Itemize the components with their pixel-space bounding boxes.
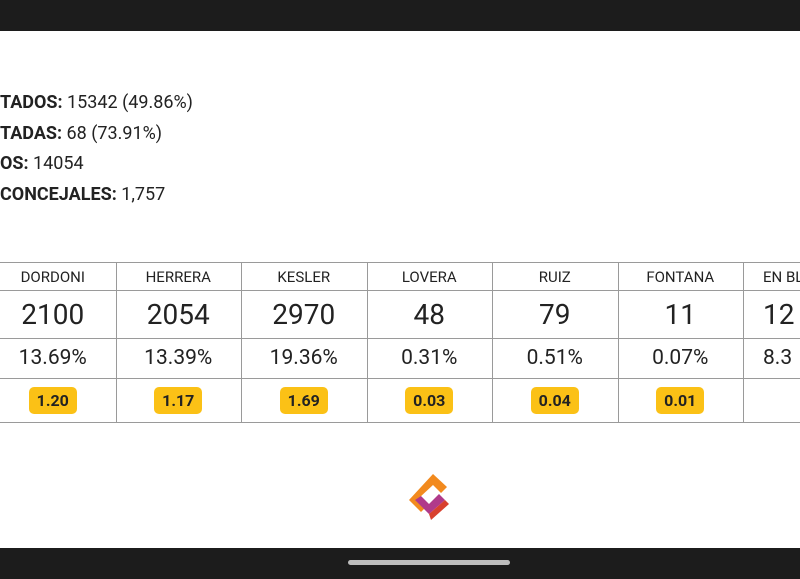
cell-text: 19.36% — [269, 346, 338, 370]
cell-text: 2054 — [146, 297, 210, 331]
table-cell: 2100 — [0, 290, 117, 339]
cell-text: FONTANA — [646, 267, 715, 286]
cell-text: 13.69% — [18, 346, 87, 370]
table-cell: 0.03 — [366, 378, 493, 423]
table-cell: 1.17 — [115, 378, 242, 423]
table-cell: 13.39% — [115, 338, 242, 379]
cell-text: HERRERA — [145, 267, 211, 286]
table-cell: 2054 — [115, 290, 242, 339]
table-cell: 0.01 — [617, 378, 744, 423]
table-cell: EN BL — [743, 262, 800, 291]
stat-value: 1,757 — [121, 183, 166, 205]
stat-label: TADOS: — [0, 92, 63, 113]
table-cell: 8.3 — [743, 338, 800, 379]
stat-value: 15342 (49.86%) — [67, 92, 193, 113]
table-cell: DORDONI — [0, 262, 117, 291]
seat-badge: 1.20 — [28, 386, 77, 414]
cell-text: 13.39% — [144, 346, 213, 370]
stat-line: TADAS: 68 (73.91%) — [0, 123, 162, 144]
table-cell: 0.07% — [617, 338, 744, 379]
seat-badge: 1.17 — [154, 386, 203, 414]
results-table: DORDONI 2100 13.69% 1.20 HERRERA 2054 13.39% 1.… — [0, 262, 800, 423]
cell-text: 2970 — [272, 297, 336, 331]
table-cell: KESLER — [241, 262, 368, 291]
cell-text: RUIZ — [538, 267, 571, 286]
table-cell: 12 — [743, 290, 800, 339]
table-cell: 2970 — [241, 290, 368, 339]
seat-badge: 0.03 — [405, 386, 454, 414]
cell-text: EN BL — [763, 267, 800, 286]
stat-line: TADOS: 15342 (49.86%) — [0, 92, 193, 113]
stat-line: CONCEJALES: 1,757 — [0, 184, 165, 205]
cell-text: 0.51% — [526, 346, 583, 370]
cell-text: DORDONI — [20, 267, 85, 286]
table-cell: 0.31% — [366, 338, 493, 379]
table-cell: RUIZ — [492, 262, 619, 291]
cell-text: 0.07% — [652, 346, 709, 370]
seat-badge: 1.69 — [279, 386, 328, 414]
cell-text: 12 — [763, 297, 795, 331]
home-indicator — [348, 560, 510, 565]
cell-text: 2100 — [21, 297, 85, 331]
table-cell: 13.69% — [0, 338, 117, 379]
table-cell: HERRERA — [115, 262, 242, 291]
cell-text: 0.31% — [401, 346, 458, 370]
stat-label: CONCEJALES: — [0, 183, 117, 205]
cell-text: LOVERA — [401, 267, 457, 286]
bottom-bar — [0, 548, 800, 579]
table-cell: LOVERA — [366, 262, 493, 291]
top-bar — [0, 0, 800, 31]
table-cell: 11 — [617, 290, 744, 339]
cell-text: KESLER — [277, 267, 331, 286]
stat-value: 14054 — [33, 153, 84, 174]
table-cell: 0.04 — [492, 378, 619, 423]
table-cell: 48 — [366, 290, 493, 339]
cell-text: 79 — [539, 297, 571, 331]
seat-badge: 0.04 — [530, 386, 579, 414]
table-cell: 79 — [492, 290, 619, 339]
table-cell — [743, 378, 800, 423]
stat-label: OS: — [0, 153, 29, 174]
logo — [409, 474, 449, 520]
table-cell: 19.36% — [241, 338, 368, 379]
table-cell: FONTANA — [617, 262, 744, 291]
stat-line: OS: 14054 — [0, 153, 84, 174]
seat-badge: 0.01 — [656, 386, 705, 414]
cell-text: 48 — [413, 297, 445, 331]
cell-text: 8.3 — [763, 346, 793, 370]
stat-label: TADAS: — [0, 122, 63, 144]
table-cell: 0.51% — [492, 338, 619, 379]
stat-value: 68 (73.91%) — [66, 122, 163, 144]
table-cell: 1.20 — [0, 378, 117, 423]
cell-text: 11 — [664, 297, 696, 331]
table-cell: 1.69 — [241, 378, 368, 423]
